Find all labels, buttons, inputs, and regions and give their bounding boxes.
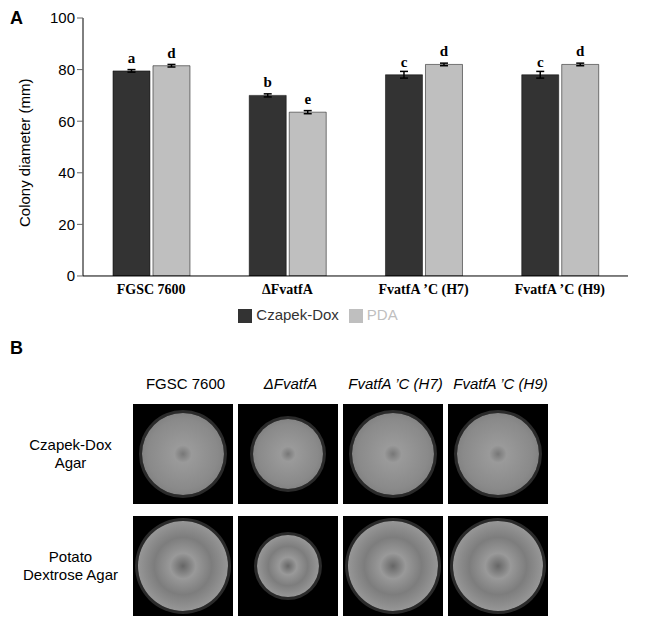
svg-text:60: 60 <box>58 113 75 130</box>
html-text:Czapek-Dox Agar: Czapek-Dox Agar <box>29 436 112 471</box>
svg-text:e: e <box>304 91 311 107</box>
svg-text:FvatfA ’C (H9): FvatfA ’C (H9) <box>515 282 606 298</box>
svg-text:ΔFvatfA: ΔFvatfA <box>262 282 314 297</box>
svg-text:c: c <box>401 54 408 70</box>
svg-text:b: b <box>264 74 272 90</box>
html-text:B: B <box>10 338 23 358</box>
html-text:FvatfA ’C (H9): FvatfA ’C (H9) <box>453 375 548 392</box>
html-text:FvatfA ’C (H7): FvatfA ’C (H7) <box>348 375 443 392</box>
svg-text:0: 0 <box>67 267 75 284</box>
html-text:Potato Dextrose Agar: Potato Dextrose Agar <box>23 548 118 583</box>
svg-text:80: 80 <box>58 61 75 78</box>
svg-text:a: a <box>128 50 136 66</box>
svg-text:c: c <box>537 54 544 70</box>
svg-text:FGSC 7600: FGSC 7600 <box>117 282 186 297</box>
svg-text:d: d <box>167 45 176 61</box>
svg-text:d: d <box>440 43 449 59</box>
html-text:PDA: PDA <box>366 306 398 323</box>
svg-text:20: 20 <box>58 216 75 233</box>
svg-text:Colony diameter (mm): Colony diameter (mm) <box>16 79 33 227</box>
html-text:Czapek-Dox: Czapek-Dox <box>256 306 339 323</box>
svg-text:FvatfA ’C (H7): FvatfA ’C (H7) <box>379 282 470 298</box>
html-text:A: A <box>10 8 23 28</box>
svg-text:40: 40 <box>58 164 75 181</box>
html-text:ΔFvatfA: ΔFvatfA <box>263 375 318 392</box>
html-text:FGSC 7600: FGSC 7600 <box>145 375 226 392</box>
svg-text:d: d <box>576 43 585 59</box>
svg-text:100: 100 <box>50 9 75 26</box>
